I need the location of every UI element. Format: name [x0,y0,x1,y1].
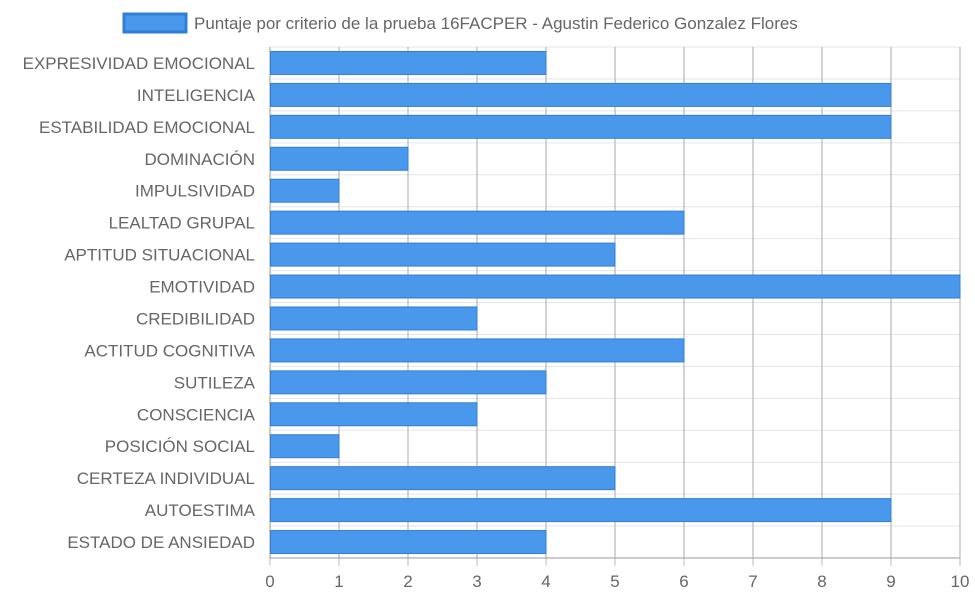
category-label: AUTOESTIMA [145,501,256,520]
x-tick-label: 10 [951,572,970,591]
category-label: SUTILEZA [174,373,256,392]
category-label: CERTEZA INDIVIDUAL [77,469,255,488]
bar[interactable] [270,402,478,427]
bar[interactable] [270,178,340,203]
legend[interactable]: Puntaje por criterio de la prueba 16FACP… [122,12,798,34]
x-tick-label: 8 [817,572,826,591]
bar[interactable] [270,306,478,331]
bar[interactable] [270,50,547,75]
bar[interactable] [270,530,547,555]
category-label: EXPRESIVIDAD EMOCIONAL [23,54,255,73]
category-label: IMPULSIVIDAD [135,182,255,201]
bar[interactable] [270,146,409,171]
x-tick-labels: 0 1 2 3 4 5 6 7 8 9 10 [265,572,969,591]
bar[interactable] [270,274,961,299]
bar[interactable] [270,210,685,235]
x-tick-label: 6 [679,572,688,591]
bar[interactable] [270,498,892,523]
category-label: LEALTAD GRUPAL [109,214,255,233]
category-label: CONSCIENCIA [137,405,256,424]
bar[interactable] [270,466,616,491]
x-tick-label: 4 [541,572,550,591]
x-tick-label: 7 [748,572,757,591]
category-label: EMOTIVIDAD [149,278,255,297]
bars [270,50,961,555]
category-label: CREDIBILIDAD [136,309,255,328]
category-label: ACTITUD COGNITIVA [84,341,255,360]
x-tick-label: 3 [472,572,481,591]
category-label: ESTADO DE ANSIEDAD [67,533,255,552]
legend-label: Puntaje por criterio de la prueba 16FACP… [194,14,798,33]
category-label: INTELIGENCIA [137,86,256,105]
bar[interactable] [270,370,547,395]
x-tick-label: 9 [886,572,895,591]
x-tick-label: 2 [403,572,412,591]
x-tick-label: 0 [265,572,274,591]
category-label: DOMINACIÓN [145,150,256,169]
x-tick-label: 1 [334,572,343,591]
category-label: POSICIÓN SOCIAL [105,437,255,456]
bar[interactable] [270,434,340,459]
legend-swatch [122,12,188,34]
bar[interactable] [270,82,892,107]
bar[interactable] [270,338,685,363]
category-labels: EXPRESIVIDAD EMOCIONAL INTELIGENCIA ESTABI… [23,54,256,552]
category-label: APTITUD SITUACIONAL [64,246,255,265]
category-label: ESTABILIDAD EMOCIONAL [39,118,255,137]
bar[interactable] [270,114,892,139]
x-tick-label: 5 [610,572,619,591]
bar[interactable] [270,242,616,267]
